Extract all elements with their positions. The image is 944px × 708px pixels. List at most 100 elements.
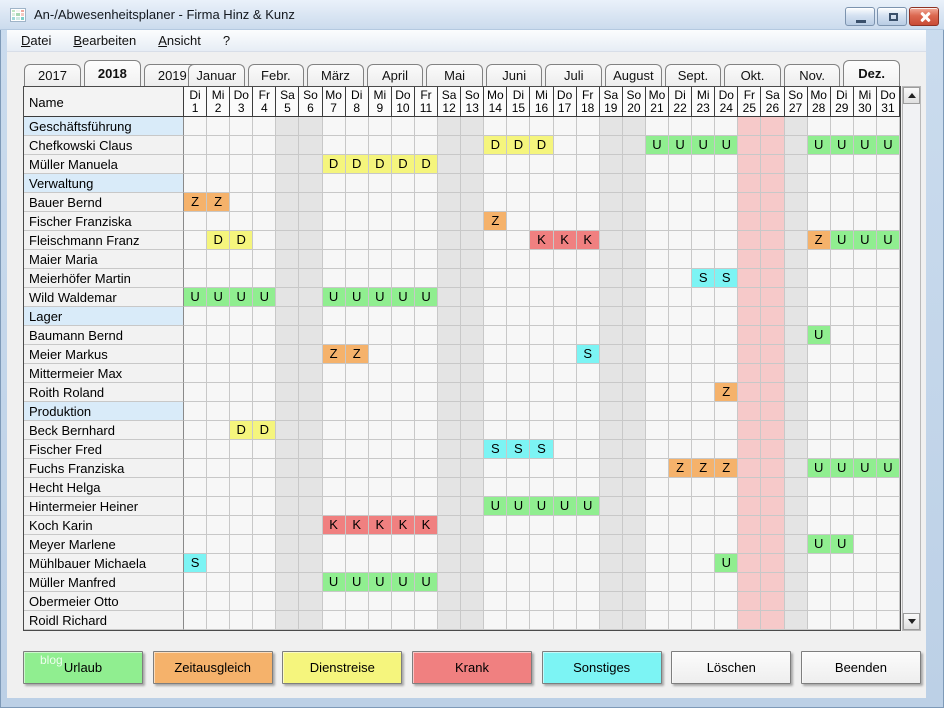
- day-cell[interactable]: [761, 402, 785, 421]
- day-cell[interactable]: [576, 554, 600, 573]
- mark-cell[interactable]: Z: [692, 459, 716, 478]
- mark-cell[interactable]: D: [345, 155, 369, 174]
- day-cell[interactable]: [553, 174, 577, 193]
- day-cell[interactable]: [230, 212, 254, 231]
- day-cell[interactable]: [645, 212, 670, 231]
- day-cell[interactable]: [715, 212, 739, 231]
- mark-cell[interactable]: U: [876, 459, 900, 478]
- mark-cell[interactable]: U: [322, 288, 346, 307]
- day-cell[interactable]: [807, 269, 831, 288]
- day-cell[interactable]: [576, 535, 600, 554]
- day-cell[interactable]: [553, 193, 577, 212]
- day-cell[interactable]: [276, 497, 300, 516]
- day-cell[interactable]: [530, 516, 554, 535]
- day-cell[interactable]: [414, 383, 439, 402]
- day-cell[interactable]: [784, 345, 808, 364]
- urlaub-button[interactable]: Urlaub blog: [23, 651, 143, 684]
- day-cell[interactable]: [230, 554, 254, 573]
- day-cell[interactable]: [345, 364, 369, 383]
- day-cell[interactable]: [830, 383, 854, 402]
- day-cell[interactable]: [599, 497, 623, 516]
- day-cell[interactable]: [438, 440, 462, 459]
- day-cell[interactable]: [553, 421, 577, 440]
- day-cell[interactable]: [507, 174, 531, 193]
- day-cell[interactable]: [276, 174, 300, 193]
- day-cell[interactable]: [807, 174, 831, 193]
- day-cell[interactable]: [322, 440, 346, 459]
- day-cell[interactable]: [276, 478, 300, 497]
- day-cell[interactable]: [484, 345, 508, 364]
- day-cell[interactable]: [761, 250, 785, 269]
- day-cell[interactable]: [299, 269, 323, 288]
- month-tab-febr[interactable]: Febr.: [247, 64, 305, 86]
- day-cell[interactable]: [876, 383, 900, 402]
- day-cell[interactable]: [368, 535, 392, 554]
- day-cell[interactable]: [507, 459, 531, 478]
- day-cell[interactable]: [830, 345, 854, 364]
- day-cell[interactable]: [553, 155, 577, 174]
- day-cell[interactable]: [692, 554, 716, 573]
- day-cell[interactable]: [230, 250, 254, 269]
- day-cell[interactable]: [622, 269, 646, 288]
- day-cell[interactable]: [692, 573, 716, 592]
- day-cell[interactable]: [530, 174, 554, 193]
- day-cell[interactable]: [738, 212, 762, 231]
- day-cell[interactable]: [784, 269, 808, 288]
- day-cell[interactable]: [391, 326, 415, 345]
- day-cell[interactable]: [622, 136, 646, 155]
- day-cell[interactable]: [669, 478, 693, 497]
- day-cell[interactable]: [484, 402, 508, 421]
- day-cell[interactable]: [368, 174, 392, 193]
- day-cell[interactable]: [738, 554, 762, 573]
- day-cell[interactable]: [784, 535, 808, 554]
- day-cell[interactable]: [853, 117, 877, 136]
- day-cell[interactable]: [576, 402, 600, 421]
- day-cell[interactable]: [599, 174, 623, 193]
- day-cell[interactable]: [692, 516, 716, 535]
- day-cell[interactable]: [299, 345, 323, 364]
- day-cell[interactable]: [438, 155, 462, 174]
- day-cell[interactable]: [853, 402, 877, 421]
- day-cell[interactable]: [807, 307, 831, 326]
- day-cell[interactable]: [530, 383, 554, 402]
- day-cell[interactable]: [484, 459, 508, 478]
- day-cell[interactable]: [322, 193, 346, 212]
- mark-cell[interactable]: K: [530, 231, 554, 250]
- day-cell[interactable]: [599, 516, 623, 535]
- day-cell[interactable]: [530, 250, 554, 269]
- day-cell[interactable]: [669, 440, 693, 459]
- day-cell[interactable]: [345, 326, 369, 345]
- day-cell[interactable]: [322, 117, 346, 136]
- mark-cell[interactable]: U: [207, 288, 231, 307]
- day-cell[interactable]: [461, 136, 485, 155]
- day-cell[interactable]: [438, 554, 462, 573]
- day-cell[interactable]: [461, 383, 485, 402]
- day-cell[interactable]: [184, 117, 208, 136]
- day-cell[interactable]: [599, 250, 623, 269]
- mark-cell[interactable]: U: [692, 136, 716, 155]
- day-cell[interactable]: [299, 155, 323, 174]
- day-cell[interactable]: [599, 117, 623, 136]
- day-cell[interactable]: [461, 345, 485, 364]
- day-cell[interactable]: [276, 516, 300, 535]
- day-cell[interactable]: [553, 307, 577, 326]
- day-cell[interactable]: [414, 459, 439, 478]
- mark-cell[interactable]: S: [184, 554, 208, 573]
- day-cell[interactable]: [253, 155, 277, 174]
- day-cell[interactable]: [622, 516, 646, 535]
- day-cell[interactable]: [184, 269, 208, 288]
- day-cell[interactable]: [622, 231, 646, 250]
- day-cell[interactable]: [507, 231, 531, 250]
- day-cell[interactable]: [784, 212, 808, 231]
- day-cell[interactable]: [276, 326, 300, 345]
- day-cell[interactable]: [692, 421, 716, 440]
- day-cell[interactable]: [738, 421, 762, 440]
- mark-cell[interactable]: U: [391, 573, 415, 592]
- day-cell[interactable]: [530, 155, 554, 174]
- day-cell[interactable]: [830, 421, 854, 440]
- day-cell[interactable]: [207, 497, 231, 516]
- day-cell[interactable]: [622, 459, 646, 478]
- mark-cell[interactable]: U: [345, 288, 369, 307]
- day-cell[interactable]: [276, 459, 300, 478]
- day-cell[interactable]: [622, 212, 646, 231]
